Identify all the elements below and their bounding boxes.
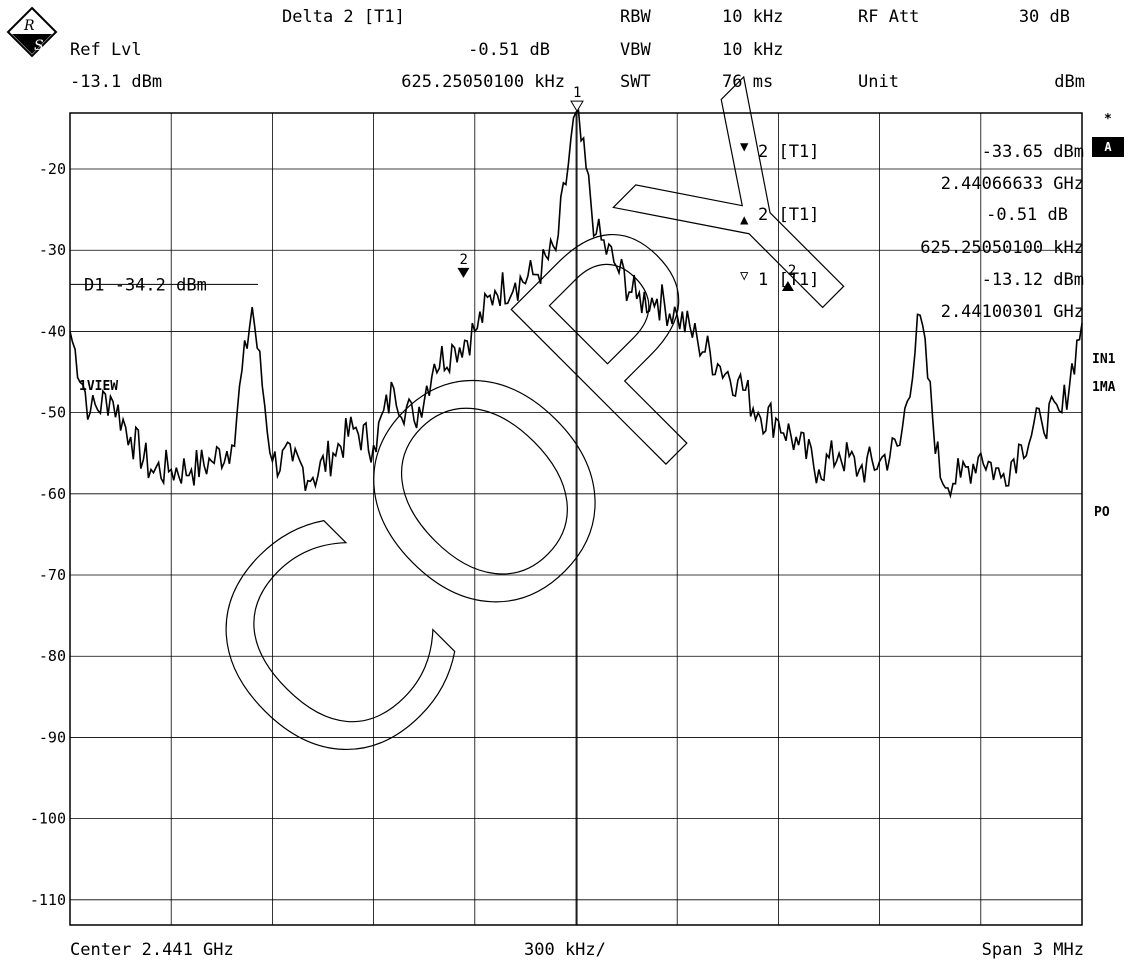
view-label: 1VIEW — [79, 379, 118, 394]
rbw-label: RBW — [620, 7, 651, 27]
trace-markers: 1 2 2 — [457, 85, 796, 291]
vbw-value: 10 kHz — [722, 40, 784, 60]
center-frequency: Center 2.441 GHz — [70, 940, 234, 960]
marker2-symbol — [457, 267, 470, 278]
y-tick-label: -70 — [39, 566, 66, 584]
delta2-value: -0.51 dB — [986, 205, 1068, 225]
rf-att-value: 30 dB — [1018, 7, 1070, 27]
y-tick-label: -110 — [30, 891, 66, 909]
delta2-number: 2 — [788, 263, 796, 279]
side-star: * — [1104, 112, 1112, 127]
side-in1: IN1 — [1092, 352, 1116, 367]
watermark-text: COPY — [133, 32, 951, 850]
marker1-value: -13.12 dBm — [981, 270, 1084, 290]
y-tick-label: -90 — [39, 728, 66, 746]
vbw-label: VBW — [620, 40, 651, 60]
y-tick-label: -80 — [39, 647, 66, 665]
d1-reference-label: D1 -34.2 dBm — [84, 275, 207, 295]
rf-att-label: RF Att — [858, 7, 920, 27]
delta2-symbol — [781, 281, 794, 291]
unit-value: dBm — [1054, 72, 1085, 92]
spectrum-trace — [69, 109, 1083, 499]
y-tick-label: -100 — [30, 810, 66, 828]
marker1-label: 1 [T1] — [758, 270, 820, 290]
delta-marker-title: Delta 2 [T1] — [282, 7, 405, 27]
delta2-label: 2 [T1] — [758, 205, 820, 225]
marker1-frequency: 2.44100301 GHz — [940, 302, 1084, 322]
marker1-symbol — [570, 100, 584, 113]
marker1-number: 1 — [573, 85, 581, 101]
marker2-frequency: 2.44066633 GHz — [940, 174, 1084, 194]
y-tick-label: -50 — [39, 404, 66, 422]
svg-text:R: R — [23, 18, 35, 34]
rohde-schwarz-logo: R S — [6, 6, 58, 58]
ref-level-label: Ref Lvl — [70, 40, 142, 60]
delta-value: -0.51 dB — [468, 40, 550, 60]
marker2-number: 2 — [459, 252, 467, 268]
ref-level-value: -13.1 dBm — [70, 72, 163, 92]
copy-watermark: COPY — [133, 32, 952, 851]
unit-label: Unit — [858, 72, 899, 92]
delta-frequency: 625.25050100 kHz — [401, 72, 565, 92]
marker2-symbol: ▼ — [740, 139, 749, 155]
y-tick-label: -20 — [39, 160, 66, 178]
svg-text:S: S — [34, 38, 44, 54]
frequency-per-division: 300 kHz/ — [524, 940, 606, 960]
marker2-value: -33.65 dBm — [981, 142, 1084, 162]
marker1-symbol: ▽ — [740, 268, 749, 284]
rbw-value: 10 kHz — [722, 7, 784, 27]
y-tick-labels: -20 -30 -40 -50 -60 -70 -80 -90 -100 -110 — [30, 160, 66, 909]
y-tick-label: -60 — [39, 485, 66, 503]
swt-value: 76 ms — [722, 72, 774, 92]
trace-a-badge: A — [1092, 137, 1124, 157]
y-tick-label: -40 — [39, 322, 66, 340]
delta2-frequency: 625.25050100 kHz — [920, 238, 1084, 258]
side-1ma: 1MA — [1092, 380, 1116, 395]
plot-grid — [69, 112, 1083, 926]
y-tick-label: -30 — [39, 241, 66, 259]
delta2-symbol: ▲ — [740, 212, 749, 228]
marker2-label: 2 [T1] — [758, 142, 820, 162]
side-po: PO — [1094, 505, 1110, 520]
swt-label: SWT — [620, 72, 651, 92]
span: Span 3 MHz — [981, 940, 1084, 960]
